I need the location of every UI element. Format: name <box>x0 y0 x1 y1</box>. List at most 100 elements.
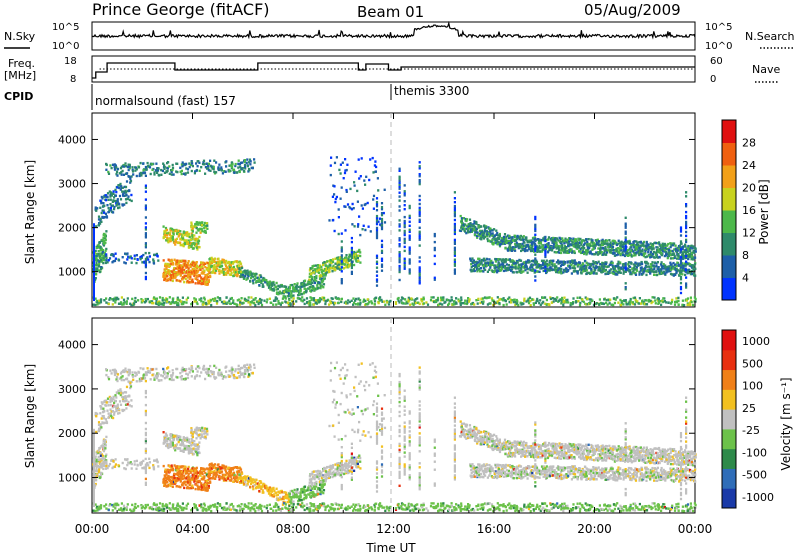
power-cell <box>634 248 637 251</box>
power-cell <box>168 165 171 168</box>
power-cell <box>599 301 602 305</box>
power-cell <box>378 217 381 220</box>
power-cell <box>144 271 147 275</box>
power-cell <box>179 243 182 247</box>
power-cell <box>634 271 637 275</box>
power-cell <box>350 254 353 258</box>
power-cell <box>677 249 680 252</box>
power-cell <box>217 167 220 170</box>
power-cell <box>516 300 519 303</box>
power-cell <box>558 267 561 270</box>
power-cell <box>253 298 256 301</box>
power-cell <box>676 257 679 260</box>
power-cell <box>369 158 372 161</box>
power-cell <box>339 172 342 175</box>
power-cell <box>101 249 104 252</box>
power-cell <box>555 237 559 240</box>
power-cell <box>605 272 608 275</box>
power-cell <box>375 165 378 169</box>
power-cell <box>308 300 311 303</box>
power-cell <box>357 259 360 262</box>
power-cell <box>345 302 348 305</box>
power-cell <box>651 252 655 256</box>
power-cell <box>380 217 384 221</box>
power-cell <box>275 281 278 285</box>
power-cell <box>473 227 476 230</box>
power-cell <box>153 297 156 300</box>
power-cell <box>342 177 345 180</box>
power-cell <box>312 297 316 300</box>
power-cell <box>95 257 98 260</box>
power-cell <box>498 302 501 305</box>
power-cell <box>152 258 155 261</box>
power-cell <box>540 250 544 253</box>
power-cell <box>95 259 98 263</box>
power-cell <box>125 180 129 183</box>
power-cell <box>205 261 208 264</box>
power-cell <box>398 167 401 170</box>
power-cell <box>573 259 576 262</box>
power-cell <box>247 170 250 173</box>
power-cell <box>253 161 256 164</box>
power-cell <box>254 303 257 307</box>
power-cell <box>472 259 475 262</box>
power-cell <box>187 260 190 263</box>
power-cell <box>617 264 620 267</box>
power-cell <box>304 288 307 291</box>
power-cell <box>297 289 300 292</box>
power-cell <box>422 298 425 301</box>
power-cell <box>122 301 125 305</box>
power-cell <box>495 233 498 236</box>
power-cell <box>335 297 338 300</box>
power-cell <box>108 190 111 193</box>
power-cell <box>145 300 148 303</box>
power-cell <box>585 267 588 270</box>
power-cell <box>272 287 275 290</box>
power-cell <box>596 238 599 241</box>
power-cell <box>563 242 566 245</box>
power-cell <box>303 291 306 294</box>
power-cell <box>433 234 436 238</box>
power-cell <box>110 209 113 212</box>
power-cell <box>163 167 166 170</box>
power-cell <box>246 276 249 280</box>
nsky-tick-high: 10^5 <box>52 22 79 33</box>
power-cell <box>629 265 632 269</box>
power-cell <box>601 243 604 246</box>
power-cell <box>387 303 390 306</box>
power-cell <box>233 302 236 305</box>
power-cell <box>617 260 620 263</box>
power-cell <box>230 164 233 167</box>
power-cell <box>539 250 542 253</box>
power-cell <box>628 247 631 251</box>
power-cell <box>118 206 121 209</box>
power-cell <box>203 269 206 272</box>
power-cell <box>239 161 243 164</box>
power-cell <box>172 231 175 234</box>
power-cell <box>214 271 217 275</box>
power-cell <box>149 300 152 303</box>
power-cell <box>225 266 229 269</box>
power-cell <box>651 300 654 303</box>
power-cell <box>561 247 564 250</box>
power-cell <box>184 262 187 265</box>
power-cell <box>166 234 169 237</box>
power-cell <box>573 270 576 273</box>
power-cell <box>380 212 384 215</box>
power-cell <box>603 264 606 267</box>
power-cell <box>228 170 231 173</box>
power-cell <box>172 297 175 300</box>
power-cell <box>213 299 216 302</box>
power-cell <box>193 274 196 277</box>
power-cell <box>530 263 533 266</box>
power-cell <box>418 270 421 273</box>
power-cell <box>229 302 232 305</box>
power-cell <box>111 204 114 207</box>
power-cell <box>629 300 632 304</box>
power-cell <box>473 261 476 264</box>
power-cell <box>272 303 275 306</box>
power-cell <box>489 227 492 230</box>
power-cell <box>349 258 352 262</box>
power-cell <box>103 204 106 207</box>
power-cell <box>97 215 101 218</box>
